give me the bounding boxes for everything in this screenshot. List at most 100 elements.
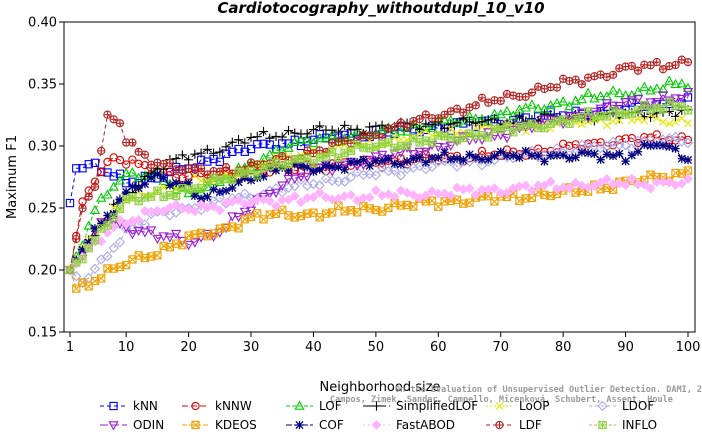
data-point — [109, 172, 118, 181]
data-point — [184, 155, 194, 165]
legend-label: KDEOS — [215, 418, 257, 432]
data-point — [577, 80, 587, 89]
x-tick-label: 80 — [555, 340, 572, 355]
data-point — [345, 171, 357, 183]
data-point — [134, 159, 143, 168]
data-point — [351, 166, 363, 178]
data-point — [365, 161, 374, 170]
data-point — [384, 154, 393, 163]
data-point — [259, 163, 268, 172]
data-point — [396, 118, 405, 127]
data-point — [171, 199, 182, 210]
legend-item-odin: ODIN — [100, 418, 164, 432]
data-point — [620, 180, 631, 191]
data-point — [122, 194, 131, 204]
data-point — [227, 137, 237, 147]
legend-marker — [108, 421, 119, 431]
data-point — [171, 191, 181, 201]
data-point — [234, 144, 243, 154]
data-point — [139, 228, 151, 238]
data-point — [246, 132, 256, 143]
data-point — [408, 162, 419, 173]
data-point — [534, 151, 543, 161]
data-point — [576, 93, 588, 104]
data-point — [607, 136, 619, 147]
data-point — [602, 121, 611, 130]
data-point — [627, 151, 636, 160]
data-point — [545, 176, 556, 187]
data-point — [190, 171, 199, 180]
data-point — [295, 172, 307, 182]
data-point — [677, 154, 686, 163]
data-point — [414, 124, 425, 135]
legend-item-inflo: INFLO — [589, 418, 657, 432]
data-point — [221, 163, 231, 172]
data-point — [439, 114, 450, 124]
data-point — [614, 87, 625, 98]
legend-item-knnw: kNNW — [182, 399, 252, 413]
data-point — [314, 187, 325, 198]
y-tick-label: 0.25 — [28, 202, 57, 217]
data-point — [402, 123, 412, 132]
legend-label: FastABOD — [396, 418, 455, 432]
data-point — [401, 126, 413, 136]
data-point — [327, 125, 337, 135]
data-point — [459, 155, 468, 165]
data-point — [296, 141, 306, 151]
data-point — [434, 153, 443, 162]
data-point — [289, 191, 300, 202]
data-point — [283, 175, 294, 185]
x-tick-label: 70 — [492, 340, 509, 355]
data-point — [208, 148, 219, 158]
data-point — [665, 142, 674, 151]
data-point — [158, 206, 169, 217]
data-point — [614, 101, 625, 112]
y-axis-label: Maximum F1 — [5, 135, 20, 219]
data-point — [682, 82, 694, 92]
data-point — [190, 149, 200, 159]
data-point — [109, 213, 118, 222]
data-point — [128, 155, 137, 164]
data-point — [570, 95, 581, 105]
data-point — [97, 274, 106, 283]
data-point — [607, 101, 619, 111]
data-point — [565, 141, 574, 150]
data-point — [103, 110, 112, 119]
data-point — [302, 180, 313, 191]
x-tick-label: 60 — [430, 340, 447, 355]
data-point — [521, 92, 530, 102]
data-point — [315, 121, 325, 131]
data-point — [364, 155, 375, 166]
data-point — [464, 117, 475, 127]
data-point — [352, 125, 363, 136]
data-point — [589, 93, 600, 103]
data-point — [234, 224, 243, 233]
data-point — [109, 115, 118, 124]
data-point — [670, 111, 681, 121]
x-tick-label: 20 — [180, 340, 197, 355]
data-point — [552, 83, 562, 92]
data-point — [196, 164, 206, 173]
data-point — [558, 182, 569, 193]
data-point — [102, 189, 113, 199]
data-point — [308, 192, 319, 203]
data-point — [652, 114, 661, 123]
data-point — [489, 114, 500, 124]
data-point — [440, 148, 449, 157]
data-point — [421, 119, 431, 129]
legend-marker — [597, 400, 608, 412]
data-point — [651, 83, 662, 93]
legend-item-knn: kNN — [100, 399, 158, 413]
data-point — [265, 133, 275, 143]
data-point — [252, 132, 262, 142]
data-point — [114, 175, 126, 185]
plot-frame — [63, 21, 696, 333]
legend: kNN kNNW LOF SimplifiedLOF LoOP LDOF ODIN KDEOS… — [100, 399, 657, 432]
data-point — [564, 100, 575, 111]
data-point — [607, 85, 619, 95]
data-point — [420, 190, 431, 201]
legend-marker — [371, 420, 382, 430]
data-point — [477, 146, 487, 156]
data-point — [483, 115, 493, 125]
data-point — [320, 192, 331, 203]
